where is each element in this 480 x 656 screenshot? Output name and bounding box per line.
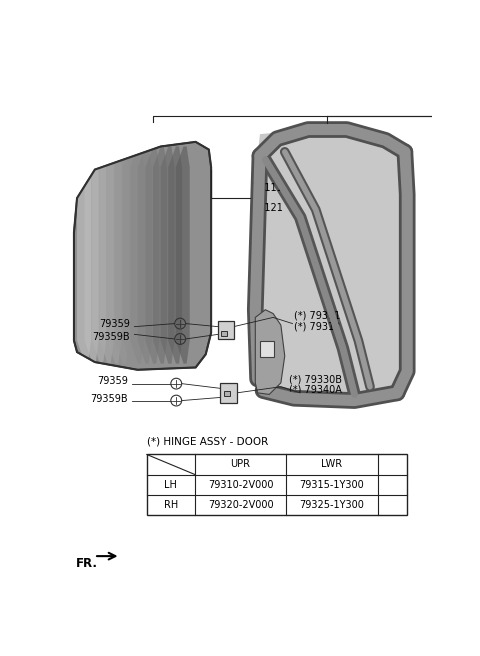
Bar bbox=[260, 340, 274, 358]
Polygon shape bbox=[108, 146, 121, 363]
Text: 79359: 79359 bbox=[97, 375, 128, 386]
Text: (*) 79330B: (*) 79330B bbox=[289, 374, 342, 384]
Text: 79310-2V000: 79310-2V000 bbox=[208, 480, 273, 489]
Polygon shape bbox=[168, 146, 182, 363]
Polygon shape bbox=[100, 146, 114, 363]
Polygon shape bbox=[77, 146, 91, 363]
Text: 76111: 76111 bbox=[252, 182, 283, 193]
Polygon shape bbox=[138, 146, 152, 363]
Text: (*) 79340A: (*) 79340A bbox=[289, 385, 342, 395]
Bar bbox=[147, 455, 407, 514]
Text: LH: LH bbox=[164, 480, 177, 489]
Polygon shape bbox=[255, 310, 285, 394]
Text: LWR: LWR bbox=[322, 459, 343, 470]
Text: 79320-2V000: 79320-2V000 bbox=[208, 499, 274, 510]
Text: (*) HINGE ASSY - DOOR: (*) HINGE ASSY - DOOR bbox=[147, 437, 268, 447]
Text: 79359B: 79359B bbox=[91, 394, 128, 404]
Bar bbox=[221, 331, 228, 336]
Polygon shape bbox=[92, 146, 106, 363]
Polygon shape bbox=[74, 142, 211, 370]
Text: UPR: UPR bbox=[230, 459, 251, 470]
Bar bbox=[224, 392, 230, 396]
Text: FR.: FR. bbox=[75, 558, 97, 570]
Text: 79359B: 79359B bbox=[92, 333, 130, 342]
Bar bbox=[220, 383, 237, 403]
Polygon shape bbox=[122, 146, 137, 363]
Polygon shape bbox=[130, 146, 144, 363]
Polygon shape bbox=[145, 146, 159, 363]
Text: 79359: 79359 bbox=[99, 319, 130, 329]
Polygon shape bbox=[115, 146, 129, 363]
Bar bbox=[218, 321, 234, 339]
Polygon shape bbox=[84, 146, 98, 363]
Polygon shape bbox=[161, 146, 175, 363]
Text: 79325-1Y300: 79325-1Y300 bbox=[300, 499, 364, 510]
Polygon shape bbox=[255, 128, 407, 401]
Text: (*) 79312: (*) 79312 bbox=[294, 321, 340, 332]
Text: 76121: 76121 bbox=[252, 203, 283, 213]
Polygon shape bbox=[176, 146, 190, 363]
Text: (*) 79311: (*) 79311 bbox=[294, 311, 340, 321]
Text: RH: RH bbox=[164, 499, 178, 510]
Polygon shape bbox=[153, 146, 167, 363]
Text: 79315-1Y300: 79315-1Y300 bbox=[300, 480, 364, 489]
